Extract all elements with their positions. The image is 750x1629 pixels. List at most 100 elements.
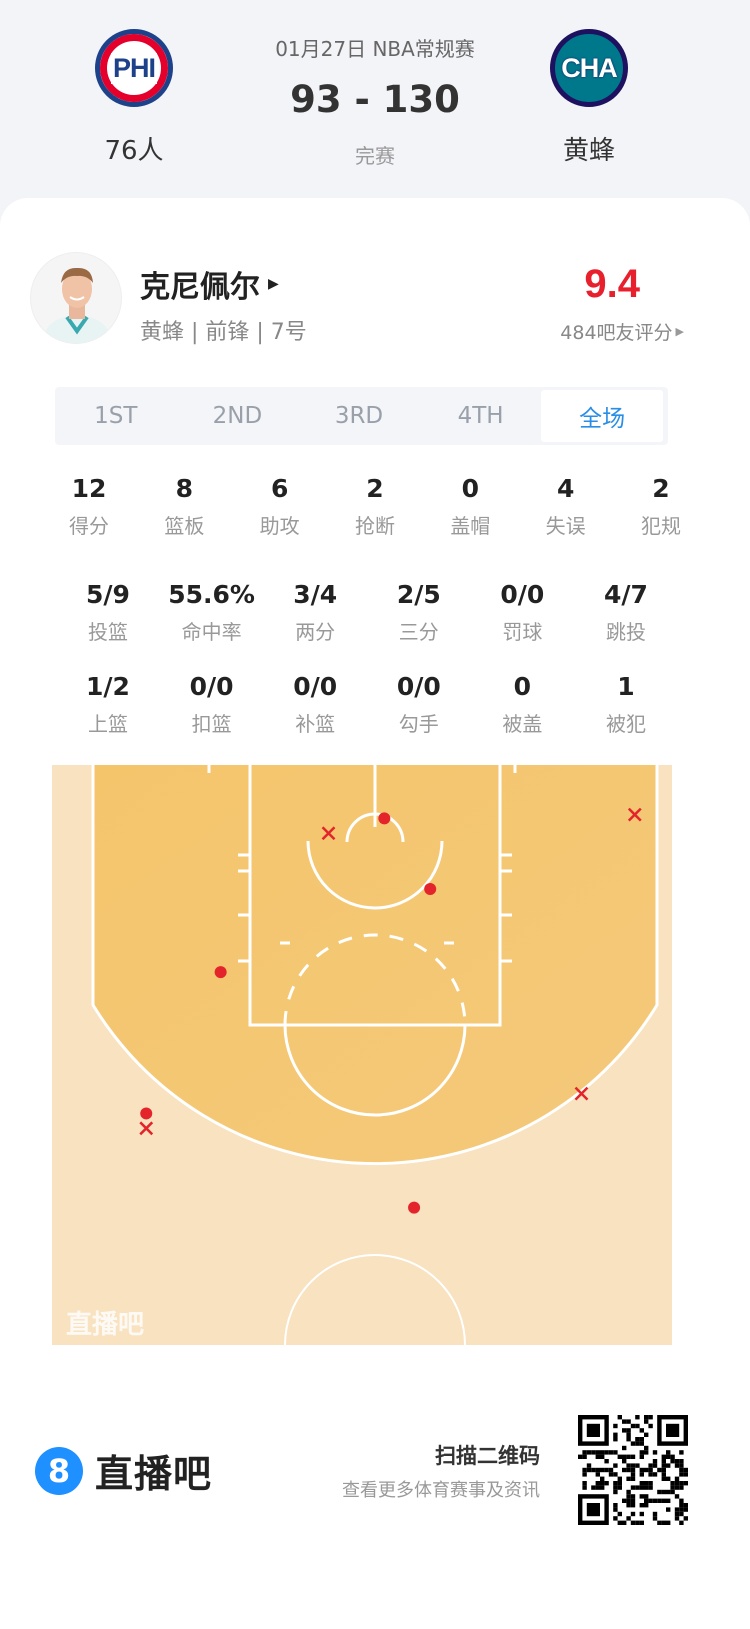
stat-value: 0 bbox=[513, 672, 532, 701]
player-name: 克尼佩尔 bbox=[140, 270, 260, 305]
stat-label: 三分 bbox=[398, 620, 439, 644]
caret-right-icon: ▶ bbox=[268, 276, 279, 292]
stat-label: 扣篮 bbox=[191, 712, 232, 736]
stat-item: 2/5 三分 bbox=[369, 580, 469, 645]
stat-item: 1 被犯 bbox=[576, 672, 676, 737]
stat-value: 1 bbox=[617, 672, 635, 701]
stat-item: 0/0 补篮 bbox=[265, 672, 365, 737]
game-status: 完赛 bbox=[355, 144, 395, 168]
stat-label: 被犯 bbox=[605, 712, 646, 736]
rating-count-link[interactable]: 484吧友评分 ▶ bbox=[560, 318, 684, 345]
made-shot-marker bbox=[408, 1201, 421, 1214]
missed-shot-marker bbox=[139, 1121, 154, 1136]
missed-shot-marker bbox=[627, 807, 642, 822]
scan-title: 扫描二维码 bbox=[435, 1444, 540, 1468]
stat-label: 勾手 bbox=[398, 712, 439, 736]
stat-item: 4 失误 bbox=[522, 474, 610, 539]
made-shot-marker bbox=[140, 1107, 153, 1120]
stat-value: 0/0 bbox=[500, 580, 545, 609]
stat-label: 失误 bbox=[545, 514, 586, 538]
stat-item: 4/7 跳投 bbox=[576, 580, 676, 645]
stat-item: 12 得分 bbox=[45, 474, 133, 539]
stat-value: 0/0 bbox=[189, 672, 234, 701]
tab-3rd[interactable]: 3RD bbox=[334, 403, 384, 429]
zhibo8-icon: 8 bbox=[35, 1446, 83, 1495]
player-rating: 9.4 bbox=[584, 262, 640, 306]
stat-item: 0/0 扣篮 bbox=[162, 672, 262, 737]
stat-item: 55.6% 命中率 bbox=[162, 580, 262, 645]
tab-1st[interactable]: 1ST bbox=[94, 403, 138, 429]
stat-item: 0/0 勾手 bbox=[369, 672, 469, 737]
scan-subtitle: 查看更多体育赛事及资讯 bbox=[342, 1480, 540, 1501]
phi-team-logo[interactable]: PHI bbox=[95, 29, 173, 107]
hash-marks bbox=[207, 765, 517, 773]
zhibo8-logo: 8 直播吧 bbox=[35, 1443, 212, 1498]
shot-markers bbox=[139, 807, 642, 1214]
missed-shot-marker bbox=[574, 1086, 589, 1101]
cha-team-logo[interactable]: CHA bbox=[550, 29, 628, 107]
stat-label: 被盖 bbox=[502, 712, 543, 736]
player-avatar[interactable] bbox=[30, 252, 122, 344]
stat-item: 8 篮板 bbox=[140, 474, 228, 539]
player-info: 黄蜂 | 前锋 | 7号 bbox=[140, 320, 307, 345]
qr-code-icon[interactable] bbox=[578, 1415, 688, 1525]
stat-label: 补篮 bbox=[295, 712, 336, 736]
stat-value: 55.6% bbox=[168, 580, 255, 609]
game-score: 93 - 130 bbox=[290, 78, 460, 121]
scan-text: 扫描二维码 查看更多体育赛事及资讯 bbox=[342, 1440, 540, 1502]
game-date-league: 01月27日 NBA常规赛 bbox=[275, 37, 475, 61]
three-point-line bbox=[91, 765, 659, 1166]
stat-label: 上篮 bbox=[88, 712, 128, 736]
stat-value: 2 bbox=[366, 474, 384, 503]
stat-item: 2 抢断 bbox=[331, 474, 419, 539]
made-shot-marker bbox=[424, 883, 437, 895]
watermark: 直播吧 bbox=[66, 1310, 144, 1340]
stat-label: 两分 bbox=[295, 620, 336, 644]
stat-item: 1/2 上篮 bbox=[58, 672, 158, 737]
stat-item: 2 犯规 bbox=[617, 474, 705, 539]
stat-item: 0/0 罚球 bbox=[472, 580, 572, 645]
paint bbox=[248, 765, 502, 1027]
stat-label: 篮板 bbox=[164, 514, 205, 538]
stat-value: 4 bbox=[556, 474, 575, 503]
stat-value: 8 bbox=[175, 474, 194, 503]
stat-label: 盖帽 bbox=[450, 514, 491, 538]
stats-row-shot-types: 1/2 上篮 0/0 扣篮 0/0 补篮 0/0 勾手 0 被盖 1 被犯 bbox=[58, 672, 676, 737]
tab-2nd[interactable]: 2ND bbox=[212, 403, 263, 429]
stat-label: 助攻 bbox=[259, 514, 300, 538]
stat-value: 3/4 bbox=[293, 580, 338, 609]
stat-value: 5/9 bbox=[86, 580, 130, 609]
stat-value: 0/0 bbox=[396, 672, 441, 701]
period-tabs: 1ST 2ND 3RD 4TH 全场 bbox=[55, 387, 668, 445]
restricted-arc bbox=[306, 840, 444, 910]
made-shot-marker bbox=[378, 812, 391, 825]
home-team-name: 76人 bbox=[104, 136, 164, 166]
stat-item: 6 助攻 bbox=[236, 474, 324, 539]
stat-value: 12 bbox=[71, 474, 107, 503]
free-throw-circle bbox=[283, 1024, 467, 1117]
player-photo-icon bbox=[41, 267, 113, 343]
lane-marks bbox=[238, 853, 512, 963]
brand-name: 直播吧 bbox=[95, 1452, 213, 1496]
stat-value: 1/2 bbox=[86, 672, 130, 701]
tab-4th[interactable]: 4TH bbox=[457, 403, 504, 429]
stat-label: 命中率 bbox=[181, 620, 242, 644]
stat-value: 0 bbox=[461, 474, 480, 503]
tab-全场[interactable]: 全场 bbox=[541, 390, 663, 442]
three-point-area bbox=[93, 765, 657, 1164]
stat-label: 罚球 bbox=[502, 620, 543, 644]
stat-value: 2 bbox=[652, 474, 670, 503]
stat-label: 得分 bbox=[69, 514, 109, 538]
stat-item: 0 被盖 bbox=[472, 672, 572, 737]
player-name-link[interactable]: 克尼佩尔 ▶ bbox=[140, 262, 279, 306]
stat-label: 投篮 bbox=[88, 620, 128, 644]
away-team-name: 黄蜂 bbox=[562, 136, 615, 166]
stat-value: 0/0 bbox=[293, 672, 338, 701]
stat-value: 4/7 bbox=[604, 580, 648, 609]
rating-count: 484吧友评分 bbox=[560, 322, 673, 344]
stat-item: 3/4 两分 bbox=[265, 580, 365, 645]
missed-shot-marker bbox=[321, 826, 336, 841]
stat-label: 犯规 bbox=[640, 514, 681, 538]
stat-value: 2/5 bbox=[396, 580, 441, 609]
stats-row-basic: 12 得分 8 篮板 6 助攻 2 抢断 0 盖帽 4 失误 2 犯规 bbox=[45, 474, 705, 539]
